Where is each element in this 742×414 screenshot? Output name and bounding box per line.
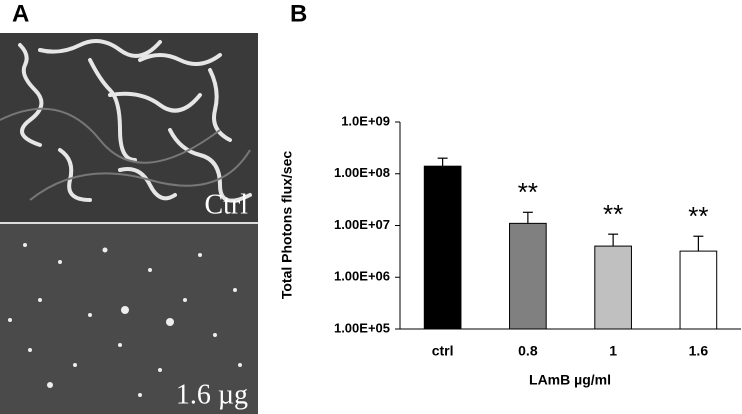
x-tick-label: 1: [609, 343, 617, 359]
y-tick-label: 1.00E+08: [334, 165, 390, 180]
micrograph-treated: [0, 224, 258, 414]
y-tick-label: 1.00E+06: [334, 269, 390, 284]
y-axis-title: Total Photons flux/sec: [279, 151, 295, 300]
significance-marker: **: [603, 199, 623, 229]
bar: [423, 165, 462, 330]
micrograph-ctrl: [0, 33, 258, 222]
x-tick-label: ctrl: [432, 343, 454, 359]
bar: [509, 222, 547, 330]
y-tick-label: 1.0E+09: [341, 113, 390, 128]
image-label: Ctrl: [204, 189, 248, 220]
significance-marker: **: [688, 201, 708, 231]
image-label: 1.6 µg: [176, 379, 248, 410]
x-axis-title: LAmB µg/ml: [529, 372, 611, 388]
significance-marker: **: [518, 177, 538, 207]
panel-label: A: [12, 0, 29, 27]
bar: [594, 245, 632, 330]
panel-label: B: [290, 0, 307, 27]
bar: [679, 250, 718, 330]
x-tick-label: 1.6: [689, 343, 709, 359]
y-tick-label: 1.00E+07: [334, 217, 390, 232]
x-tick-label: 0.8: [518, 343, 538, 359]
y-tick-label: 1.00E+05: [334, 320, 390, 335]
